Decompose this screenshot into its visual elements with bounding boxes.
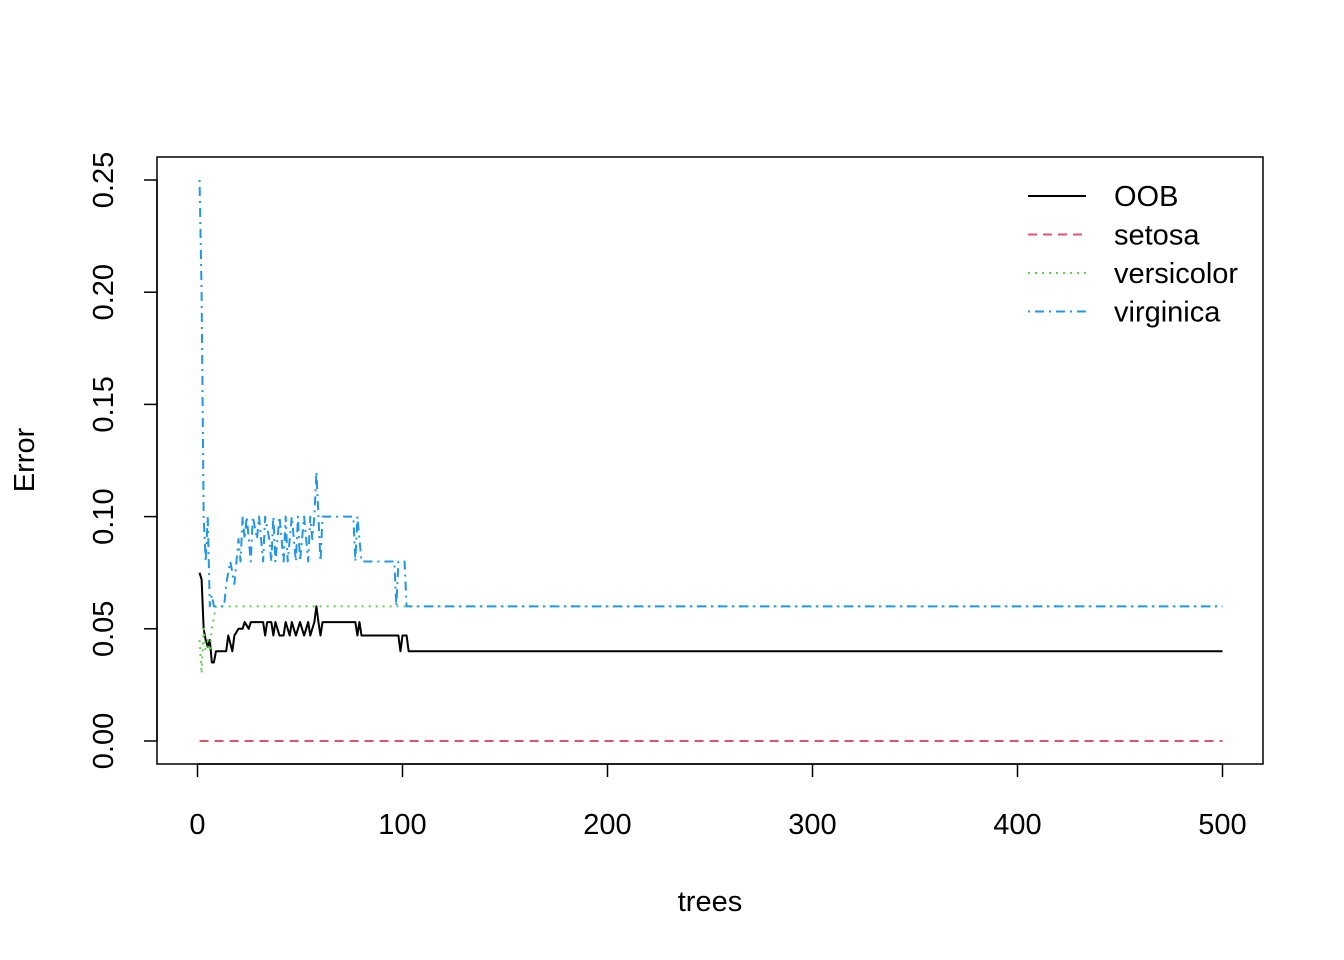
series-line-versicolor: [198, 605, 1223, 675]
x-axis-title: trees: [678, 886, 742, 918]
x-tick-label-200: 200: [583, 809, 631, 841]
x-tick-label-400: 400: [993, 809, 1041, 841]
legend-label-OOB: OOB: [1114, 181, 1178, 213]
y-tick-label-0.00: 0.00: [88, 713, 120, 769]
x-tick-label-100: 100: [378, 809, 426, 841]
y-tick-label-0.05: 0.05: [88, 601, 120, 657]
plot-frame: [156, 156, 1264, 765]
y-tick-label-0.10: 0.10: [88, 488, 120, 544]
x-tick-label-0: 0: [189, 809, 205, 841]
series-line-OOB: [198, 572, 1223, 664]
y-tick-label-0.20: 0.20: [88, 264, 120, 320]
y-tick-label-0.25: 0.25: [88, 152, 120, 208]
series-layer: [198, 179, 1223, 742]
series-line-virginica: [198, 179, 1223, 608]
legend-label-virginica: virginica: [1114, 297, 1221, 329]
legend-label-versicolor: versicolor: [1114, 258, 1238, 290]
axis-layer: 0 100 200 300 400 500 0.00 0.05 0.10 0.15 0.20 0.25: [88, 152, 1247, 841]
x-tick-label-500: 500: [1198, 809, 1246, 841]
x-tick-label-300: 300: [788, 809, 836, 841]
legend-label-setosa: setosa: [1114, 220, 1200, 252]
y-tick-label-0.15: 0.15: [88, 376, 120, 432]
legend: OOB setosa versicolor virginica: [1028, 181, 1238, 329]
y-axis-title: Error: [9, 427, 41, 492]
